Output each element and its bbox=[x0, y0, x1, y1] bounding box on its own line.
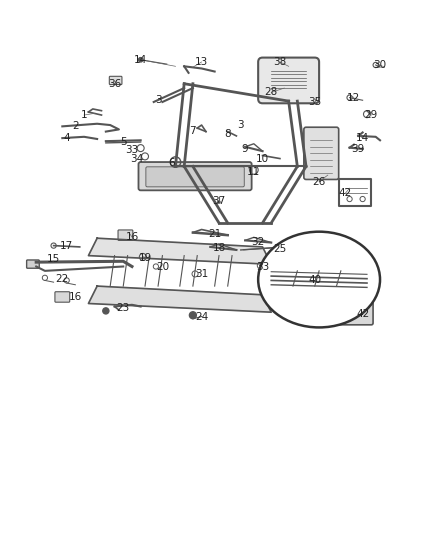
Text: 31: 31 bbox=[195, 269, 208, 279]
Ellipse shape bbox=[258, 232, 380, 327]
FancyBboxPatch shape bbox=[55, 292, 70, 302]
Text: 39: 39 bbox=[352, 144, 365, 154]
Text: 8: 8 bbox=[224, 129, 231, 139]
Text: 20: 20 bbox=[156, 262, 169, 272]
Text: 29: 29 bbox=[365, 110, 378, 120]
Text: 24: 24 bbox=[195, 312, 208, 321]
Polygon shape bbox=[88, 238, 271, 264]
Text: 40: 40 bbox=[308, 276, 321, 286]
Circle shape bbox=[103, 308, 109, 314]
Text: 36: 36 bbox=[108, 79, 121, 88]
FancyBboxPatch shape bbox=[110, 76, 122, 85]
Circle shape bbox=[138, 58, 143, 62]
Text: 5: 5 bbox=[120, 138, 127, 148]
Text: 6: 6 bbox=[168, 158, 174, 168]
FancyBboxPatch shape bbox=[138, 162, 252, 190]
Text: 2: 2 bbox=[72, 122, 79, 131]
Text: 28: 28 bbox=[265, 87, 278, 98]
FancyBboxPatch shape bbox=[118, 230, 133, 240]
Text: 33: 33 bbox=[256, 262, 269, 271]
Text: 10: 10 bbox=[256, 154, 269, 164]
Text: 14: 14 bbox=[356, 133, 369, 143]
Text: 18: 18 bbox=[212, 243, 226, 253]
Text: 1: 1 bbox=[81, 110, 88, 120]
Text: 16: 16 bbox=[125, 232, 138, 242]
Text: 13: 13 bbox=[195, 57, 208, 67]
FancyBboxPatch shape bbox=[146, 167, 244, 187]
Text: 42: 42 bbox=[356, 309, 369, 319]
Circle shape bbox=[189, 312, 196, 319]
FancyBboxPatch shape bbox=[27, 260, 39, 268]
Text: 21: 21 bbox=[208, 229, 221, 239]
Polygon shape bbox=[88, 286, 271, 312]
FancyBboxPatch shape bbox=[258, 58, 319, 103]
Text: 22: 22 bbox=[56, 273, 69, 284]
Text: 12: 12 bbox=[347, 93, 360, 103]
Text: 3: 3 bbox=[155, 95, 161, 105]
Text: 16: 16 bbox=[69, 292, 82, 302]
Text: 32: 32 bbox=[251, 237, 265, 247]
Text: 19: 19 bbox=[138, 253, 152, 263]
Text: 9: 9 bbox=[242, 144, 248, 154]
Text: 34: 34 bbox=[130, 154, 143, 164]
Circle shape bbox=[217, 200, 221, 204]
Text: 42: 42 bbox=[339, 188, 352, 198]
Text: 35: 35 bbox=[308, 97, 321, 107]
Text: 17: 17 bbox=[60, 240, 73, 251]
Text: 25: 25 bbox=[273, 244, 286, 254]
Text: 26: 26 bbox=[312, 176, 326, 187]
Text: 30: 30 bbox=[374, 60, 387, 70]
Text: 4: 4 bbox=[64, 133, 70, 143]
Text: 23: 23 bbox=[117, 303, 130, 313]
Text: 37: 37 bbox=[212, 196, 226, 206]
Text: 7: 7 bbox=[190, 126, 196, 136]
Text: 14: 14 bbox=[134, 55, 147, 65]
Text: 38: 38 bbox=[273, 57, 286, 67]
Text: 11: 11 bbox=[247, 167, 261, 176]
Text: 33: 33 bbox=[125, 145, 138, 155]
FancyBboxPatch shape bbox=[332, 297, 373, 325]
FancyBboxPatch shape bbox=[304, 127, 339, 180]
Text: 3: 3 bbox=[237, 120, 244, 130]
Text: 15: 15 bbox=[47, 254, 60, 264]
